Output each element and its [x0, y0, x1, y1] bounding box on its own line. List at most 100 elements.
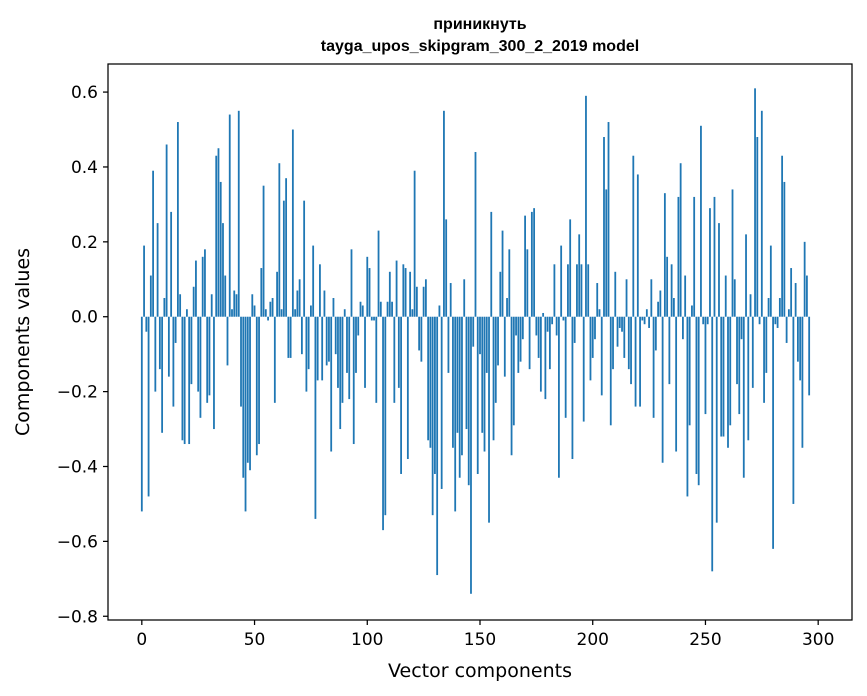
bar-component-47 [246, 316, 249, 463]
bar-component-116 [402, 264, 405, 317]
bar-component-249 [702, 316, 705, 325]
x-tick-label: 300 [802, 630, 834, 650]
bar-component-97 [359, 301, 362, 317]
bar-component-286 [785, 316, 788, 343]
bar-component-170 [524, 215, 526, 317]
bar-component-22 [190, 316, 193, 385]
bar-component-205 [603, 137, 605, 317]
bar-component-181 [548, 316, 551, 370]
bar-component-258 [722, 316, 725, 437]
bar-component-168 [519, 316, 522, 362]
bar-component-184 [555, 316, 558, 336]
bar-component-58 [271, 298, 274, 317]
bar-component-272 [754, 88, 756, 317]
bar-component-133 [440, 316, 443, 489]
bar-component-29 [206, 316, 209, 403]
bar-component-103 [373, 316, 375, 321]
bar-component-101 [368, 268, 371, 317]
bar-component-167 [517, 316, 520, 373]
bar-component-38 [226, 316, 229, 366]
bar-component-182 [551, 316, 554, 325]
bar-component-143 [463, 279, 466, 317]
bar-component-43 [237, 110, 240, 317]
x-tick-label: 50 [244, 630, 266, 650]
bar-component-80 [321, 316, 324, 381]
bar-component-6 [154, 316, 157, 392]
bar-component-268 [745, 234, 747, 317]
bar-component-109 [386, 301, 389, 317]
bar-component-144 [465, 316, 468, 430]
bar-component-285 [783, 181, 786, 317]
bar-component-96 [357, 316, 360, 336]
bar-component-119 [409, 271, 412, 317]
bar-component-19 [183, 316, 186, 445]
bar-component-233 [666, 256, 669, 317]
bar-component-218 [632, 155, 635, 317]
bar-component-55 [264, 309, 267, 317]
bar-component-229 [657, 301, 660, 317]
bar-component-283 [778, 298, 781, 317]
bar-component-102 [370, 316, 373, 321]
bar-component-121 [413, 170, 416, 317]
bar-component-140 [456, 316, 459, 433]
bar-component-214 [623, 316, 626, 358]
bar-component-50 [253, 305, 256, 317]
bar-component-105 [377, 230, 380, 317]
bar-component-88 [339, 316, 342, 430]
chart-title-line-2: tayga_upos_skipgram_300_2_2019 model [321, 38, 639, 55]
bar-component-196 [582, 316, 585, 422]
bar-component-130 [434, 316, 436, 474]
y-tick-label: 0.2 [71, 233, 98, 253]
bar-component-219 [634, 316, 637, 407]
bar-component-207 [607, 122, 610, 317]
bar-component-186 [560, 245, 563, 317]
bar-component-173 [530, 211, 533, 317]
bar-component-66 [289, 316, 292, 358]
bar-component-169 [521, 316, 524, 340]
bar-component-198 [587, 264, 590, 317]
bar-component-59 [273, 316, 276, 403]
bar-component-114 [397, 316, 400, 388]
bar-component-139 [454, 316, 457, 512]
bar-component-9 [161, 316, 164, 433]
bar-component-177 [539, 316, 542, 392]
bar-component-159 [499, 271, 502, 317]
y-tick-label: −0.8 [57, 607, 98, 627]
bar-component-18 [181, 316, 184, 441]
chart-title-line-1: приникнуть [433, 16, 526, 33]
bar-component-271 [751, 316, 754, 388]
bar-component-235 [670, 264, 673, 317]
bar-component-246 [695, 316, 698, 474]
bar-component-36 [222, 223, 224, 317]
bar-component-243 [688, 316, 691, 426]
bar-component-39 [228, 114, 231, 317]
bar-component-70 [298, 279, 301, 317]
bar-component-30 [208, 316, 211, 396]
bar-component-157 [494, 316, 497, 403]
bar-component-195 [580, 264, 583, 317]
bar-component-31 [210, 294, 213, 317]
bar-component-44 [240, 316, 242, 407]
bar-component-94 [352, 316, 355, 445]
bar-component-113 [395, 260, 398, 317]
bar-component-71 [300, 316, 303, 355]
bar-component-265 [738, 316, 741, 415]
bar-component-217 [630, 316, 632, 385]
bar-component-215 [625, 279, 628, 317]
bar-component-15 [174, 316, 177, 343]
bar-component-210 [614, 271, 617, 317]
bar-component-162 [506, 298, 508, 317]
bar-component-266 [740, 316, 743, 340]
x-axis-ticks: 0 50 100 150 200 250 300 [136, 620, 834, 650]
bar-component-244 [691, 305, 693, 317]
bar-component-138 [452, 316, 454, 448]
y-axis-label: Components values [12, 248, 34, 436]
bar-component-234 [668, 316, 671, 385]
bar-component-120 [411, 309, 414, 317]
bar-component-73 [305, 316, 308, 392]
bar-component-60 [276, 271, 278, 317]
bar-component-106 [379, 301, 382, 317]
bar-component-156 [492, 316, 495, 441]
bar-component-48 [249, 316, 251, 471]
